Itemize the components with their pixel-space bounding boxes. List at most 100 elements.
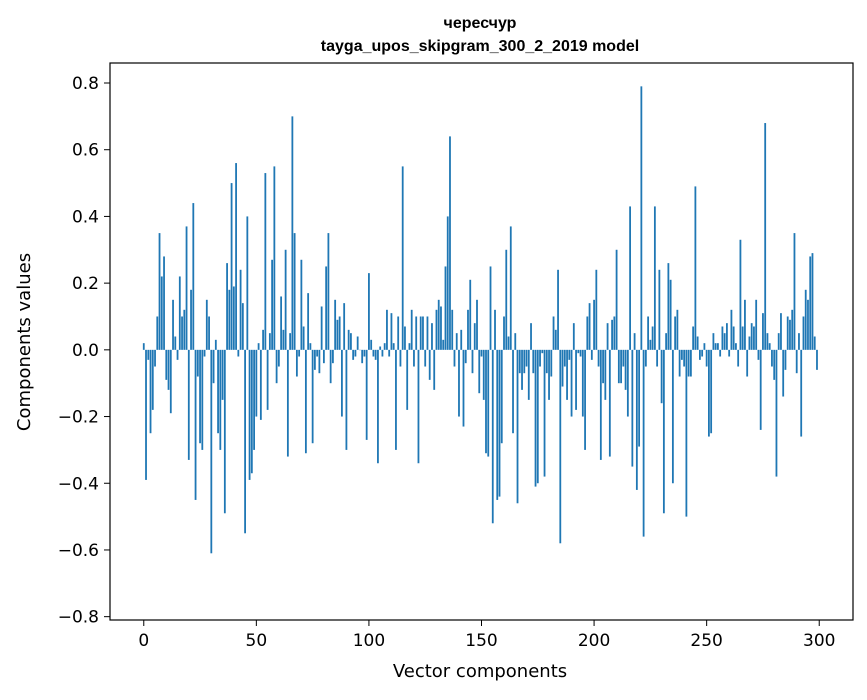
bar [219, 350, 221, 450]
bar [458, 350, 460, 417]
bar [332, 350, 334, 363]
bar [724, 333, 726, 350]
bar [530, 323, 532, 350]
bar [388, 350, 390, 357]
bar [715, 343, 717, 350]
bar [165, 350, 167, 380]
y-tick-label: −0.2 [58, 408, 99, 428]
bar [422, 316, 424, 349]
bar [152, 350, 154, 410]
bar [589, 303, 591, 350]
bar [197, 350, 199, 377]
bar [467, 310, 469, 350]
bar [420, 316, 422, 349]
plot-frame [110, 63, 853, 620]
bar [796, 350, 798, 373]
bar [541, 350, 543, 353]
bar [418, 350, 420, 463]
bar [384, 343, 386, 350]
bar [150, 350, 152, 433]
bar [526, 350, 528, 367]
bar [188, 350, 190, 460]
bar [625, 350, 627, 390]
bar [199, 350, 201, 443]
bar [744, 300, 746, 350]
bar [742, 326, 744, 349]
bar [449, 136, 451, 349]
bar [222, 350, 224, 400]
bar [773, 350, 775, 380]
bar [645, 350, 647, 367]
bar [195, 350, 197, 500]
bar [769, 343, 771, 350]
bar [638, 350, 640, 447]
bar [755, 300, 757, 350]
bar [701, 350, 703, 357]
bar [814, 337, 816, 350]
bar [751, 323, 753, 350]
bar [631, 350, 633, 467]
bar [685, 350, 687, 517]
bar [575, 350, 577, 410]
bar [406, 350, 408, 410]
bar [726, 323, 728, 350]
bar [429, 350, 431, 380]
bar [215, 340, 217, 350]
bar [539, 350, 541, 367]
bar [501, 350, 503, 443]
bar [535, 350, 537, 487]
bar [264, 173, 266, 350]
bar [780, 313, 782, 350]
bar [246, 216, 248, 349]
bar [613, 316, 615, 349]
bar [361, 350, 363, 363]
bar [483, 350, 485, 400]
bar [397, 316, 399, 349]
bar [481, 350, 483, 357]
bar [312, 350, 314, 443]
bar [809, 256, 811, 349]
bar [181, 316, 183, 349]
bar [735, 343, 737, 350]
bar [172, 300, 174, 350]
bar [267, 350, 269, 410]
bar [629, 206, 631, 349]
bar [672, 350, 674, 483]
bar [559, 350, 561, 543]
bar [409, 343, 411, 350]
bar [346, 350, 348, 450]
bar [663, 350, 665, 513]
bar [328, 233, 330, 350]
bar [348, 330, 350, 350]
bar [510, 226, 512, 349]
bar [580, 350, 582, 357]
bar [791, 310, 793, 350]
bar [465, 350, 467, 363]
bar [717, 343, 719, 350]
bar [697, 337, 699, 350]
y-tick-label: 0.6 [72, 141, 99, 161]
bar [400, 350, 402, 367]
bar [670, 280, 672, 350]
y-tick-label: 0.0 [72, 341, 99, 361]
bar [161, 276, 163, 349]
bar [731, 310, 733, 350]
bar [454, 350, 456, 367]
bar [485, 350, 487, 453]
bar [318, 350, 320, 373]
y-axis-ticks: −0.8−0.6−0.4−0.20.00.20.40.60.8 [58, 74, 110, 628]
bar [373, 350, 375, 357]
bar [350, 333, 352, 350]
bar [499, 350, 501, 497]
bar [604, 350, 606, 400]
bar [557, 270, 559, 350]
bar [517, 350, 519, 503]
bar [519, 350, 521, 373]
bar [447, 216, 449, 349]
bar [528, 350, 530, 400]
bar [154, 350, 156, 367]
bar [183, 310, 185, 350]
bar [692, 326, 694, 349]
bar [571, 350, 573, 417]
